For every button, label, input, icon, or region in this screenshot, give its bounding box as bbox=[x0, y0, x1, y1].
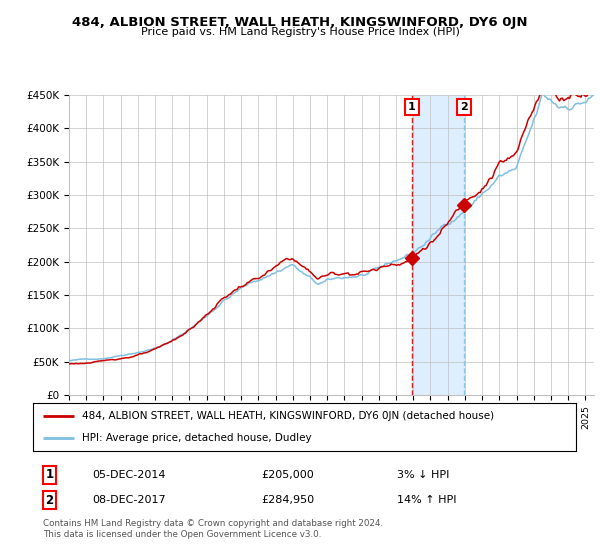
Text: 1: 1 bbox=[45, 468, 53, 481]
Text: 14% ↑ HPI: 14% ↑ HPI bbox=[397, 495, 457, 505]
Text: 2: 2 bbox=[460, 102, 467, 112]
Text: 484, ALBION STREET, WALL HEATH, KINGSWINFORD, DY6 0JN (detached house): 484, ALBION STREET, WALL HEATH, KINGSWIN… bbox=[82, 411, 494, 421]
Text: £205,000: £205,000 bbox=[261, 470, 314, 480]
Text: 3% ↓ HPI: 3% ↓ HPI bbox=[397, 470, 449, 480]
Text: Price paid vs. HM Land Registry's House Price Index (HPI): Price paid vs. HM Land Registry's House … bbox=[140, 27, 460, 37]
Text: 2: 2 bbox=[45, 494, 53, 507]
Text: Contains HM Land Registry data © Crown copyright and database right 2024.
This d: Contains HM Land Registry data © Crown c… bbox=[43, 520, 383, 539]
Bar bbox=[412, 95, 464, 395]
Text: 08-DEC-2017: 08-DEC-2017 bbox=[93, 495, 166, 505]
Text: 484, ALBION STREET, WALL HEATH, KINGSWINFORD, DY6 0JN: 484, ALBION STREET, WALL HEATH, KINGSWIN… bbox=[72, 16, 528, 29]
Text: HPI: Average price, detached house, Dudley: HPI: Average price, detached house, Dudl… bbox=[82, 433, 311, 443]
Text: £284,950: £284,950 bbox=[261, 495, 314, 505]
Text: 1: 1 bbox=[408, 102, 416, 112]
Text: 05-DEC-2014: 05-DEC-2014 bbox=[93, 470, 166, 480]
